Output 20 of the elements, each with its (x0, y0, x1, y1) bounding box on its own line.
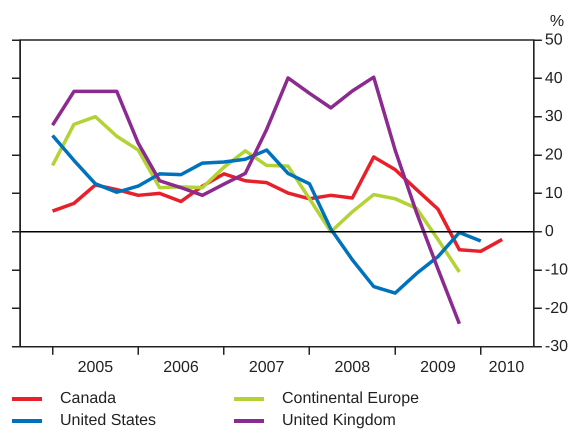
y-tick-label: 0 (544, 223, 554, 240)
legend-label: Canada (60, 390, 116, 408)
y-tick-label: 10 (544, 184, 563, 202)
x-tick-label: 2006 (163, 358, 199, 376)
x-tick-label: 2008 (334, 358, 370, 376)
legend-label: Continental Europe (282, 390, 419, 408)
y-axis-title: % (550, 13, 564, 30)
y-tick-label: 30 (544, 108, 563, 126)
x-tick-label: 2007 (248, 358, 285, 376)
x-tick-label: 2010 (488, 358, 524, 376)
x-tick-label: 2009 (420, 358, 456, 376)
y-tick-label: 40 (544, 70, 563, 87)
y-tick-label: 20 (544, 146, 563, 164)
legend-label: United Kingdom (282, 412, 396, 430)
x-tick-label: 2005 (78, 358, 114, 376)
y-tick-label: -10 (544, 262, 568, 279)
y-tick-label: 50 (544, 31, 563, 48)
y-tick-label: -20 (544, 300, 568, 317)
legend-label: United States (60, 412, 156, 430)
y-tick-label: -30 (544, 338, 568, 356)
